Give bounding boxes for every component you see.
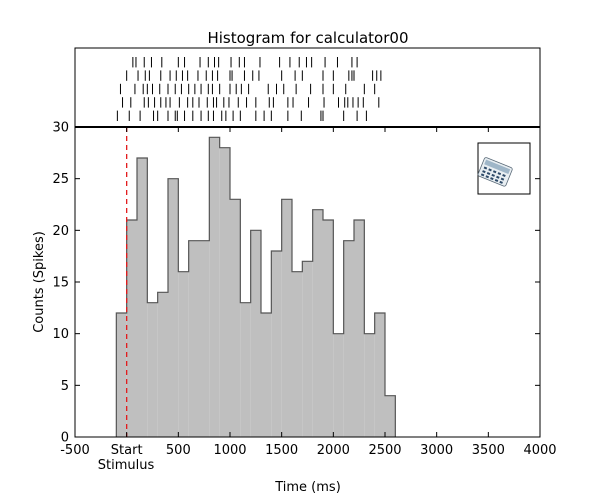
histogram-bar <box>178 271 189 437</box>
histogram-bar <box>333 333 344 437</box>
histogram-bar <box>312 209 323 437</box>
histogram-bar <box>261 313 272 437</box>
calculator-icon-box <box>477 142 531 195</box>
x-axis-label: Time (ms) <box>274 480 341 495</box>
y-tick-label: 15 <box>52 276 69 291</box>
x-tick-label: 4000 <box>523 443 556 458</box>
histogram-bar <box>250 230 261 437</box>
histogram-bar <box>364 333 375 437</box>
histogram-bar <box>302 261 313 437</box>
y-tick-label: 0 <box>61 431 69 446</box>
histogram-bar <box>209 137 220 438</box>
chart-title: Histogram for calculator00 <box>207 29 408 47</box>
y-axis-label: Counts (Spikes) <box>32 231 47 333</box>
histogram-outline <box>115 136 396 437</box>
y-tick-label: 5 <box>61 379 69 394</box>
histogram-bar <box>271 251 282 437</box>
histogram-bar <box>374 313 385 437</box>
histogram-bar <box>168 178 179 437</box>
histogram-bar <box>292 271 303 437</box>
y-tick-label: 25 <box>52 172 69 187</box>
x-tick-label: 1000 <box>213 443 246 458</box>
histogram-bar <box>343 240 354 437</box>
y-tick-label: 20 <box>52 224 69 239</box>
calculator-icon <box>477 157 513 187</box>
x-tick-label: 2000 <box>317 443 350 458</box>
histogram-bar <box>188 240 199 437</box>
histogram-bar <box>199 240 210 437</box>
histogram-bar <box>147 302 158 437</box>
histogram-bar <box>230 199 241 437</box>
histogram-bar <box>354 220 365 437</box>
x-tick-label: 3500 <box>472 443 505 458</box>
x-tick-label: -500 <box>60 443 90 458</box>
stimulus-label: Stimulus <box>98 458 155 473</box>
histogram-bar <box>385 395 396 437</box>
x-tick-label: 500 <box>166 443 191 458</box>
histogram-bar <box>137 158 148 437</box>
plot-area: -500 Start 500 1000 1500 2000 2500 3000 3500 4000… <box>52 47 557 458</box>
x-tick-label: 3000 <box>420 443 453 458</box>
histogram-bar <box>219 147 230 437</box>
histogram-bar <box>157 292 168 437</box>
raster-frame <box>74 47 541 128</box>
y-tick-label: 30 <box>52 121 69 136</box>
histogram-bar <box>240 302 251 437</box>
y-tick-label: 10 <box>52 327 69 342</box>
histogram-bar <box>126 220 137 437</box>
x-tick-label: Start <box>111 443 143 458</box>
histogram-bar <box>281 199 292 437</box>
x-tick-label: 2500 <box>368 443 401 458</box>
x-tick-label: 1500 <box>265 443 298 458</box>
histogram-bar <box>116 313 127 437</box>
histogram-bar <box>323 220 334 437</box>
